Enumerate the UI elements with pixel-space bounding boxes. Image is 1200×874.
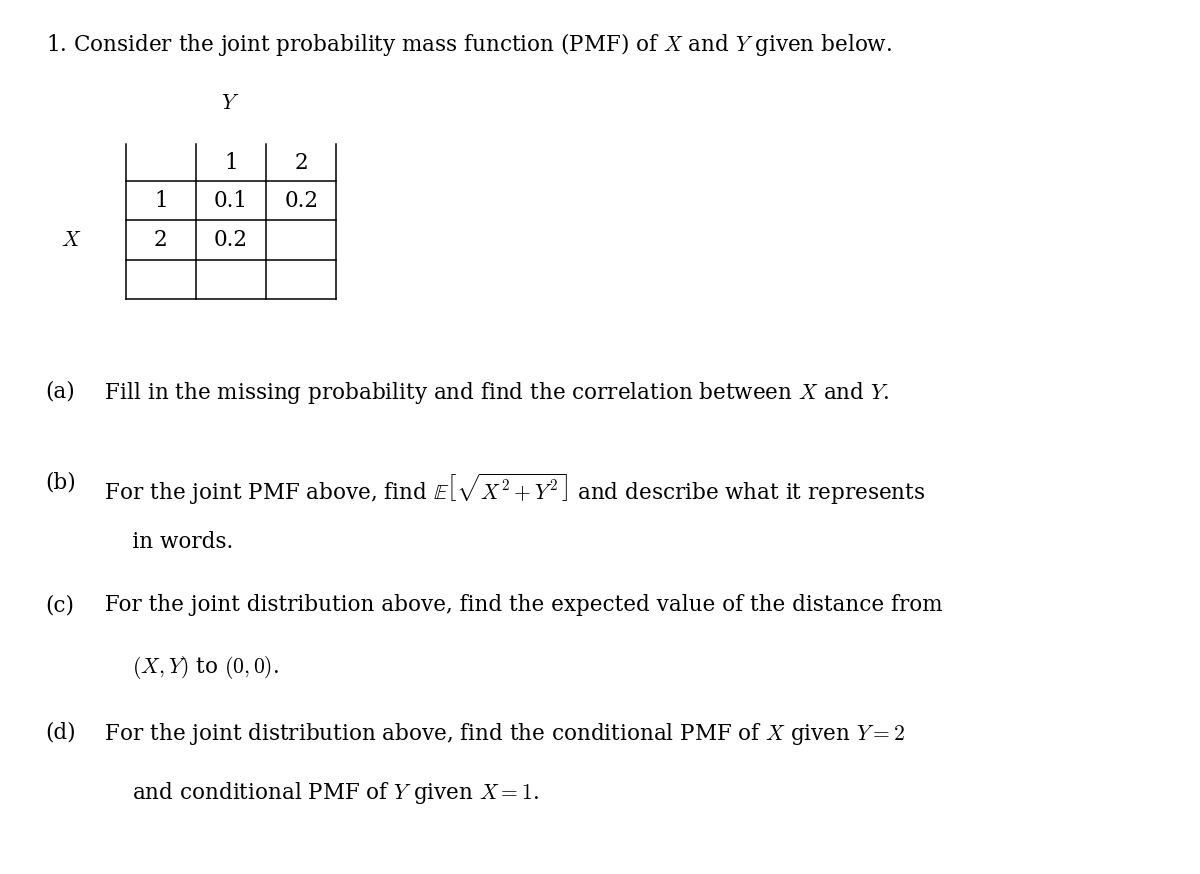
Text: (c): (c)	[46, 594, 74, 616]
Text: 1: 1	[224, 151, 238, 174]
Text: 1: 1	[154, 190, 168, 212]
Text: $Y$: $Y$	[221, 92, 240, 114]
Text: Fill in the missing probability and find the correlation between $X$ and $Y$.: Fill in the missing probability and find…	[98, 380, 890, 406]
Text: 2: 2	[294, 151, 308, 174]
Text: (a): (a)	[46, 380, 76, 402]
Text: For the joint distribution above, find the expected value of the distance from: For the joint distribution above, find t…	[98, 594, 943, 616]
Text: (d): (d)	[46, 721, 77, 743]
Text: For the joint distribution above, find the conditional PMF of $X$ given $Y = 2$: For the joint distribution above, find t…	[98, 721, 905, 747]
Text: For the joint PMF above, find $\mathbb{E}\left[\sqrt{X^2 + Y^2}\right]$ and desc: For the joint PMF above, find $\mathbb{E…	[98, 472, 926, 507]
Text: and conditional PMF of $Y$ given $X = 1$.: and conditional PMF of $Y$ given $X = 1$…	[98, 780, 539, 807]
Text: 0.1: 0.1	[214, 190, 248, 212]
Text: $X$: $X$	[61, 229, 82, 251]
Text: 0.2: 0.2	[214, 229, 248, 251]
Text: (b): (b)	[46, 472, 77, 494]
Text: 2: 2	[154, 229, 168, 251]
Text: 1. Consider the joint probability mass function (PMF) of $X$ and $Y$ given below: 1. Consider the joint probability mass f…	[46, 31, 892, 58]
Text: in words.: in words.	[98, 531, 234, 553]
Text: $(X, Y)$ to $(0, 0)$.: $(X, Y)$ to $(0, 0)$.	[98, 654, 280, 681]
Text: 0.2: 0.2	[284, 190, 318, 212]
